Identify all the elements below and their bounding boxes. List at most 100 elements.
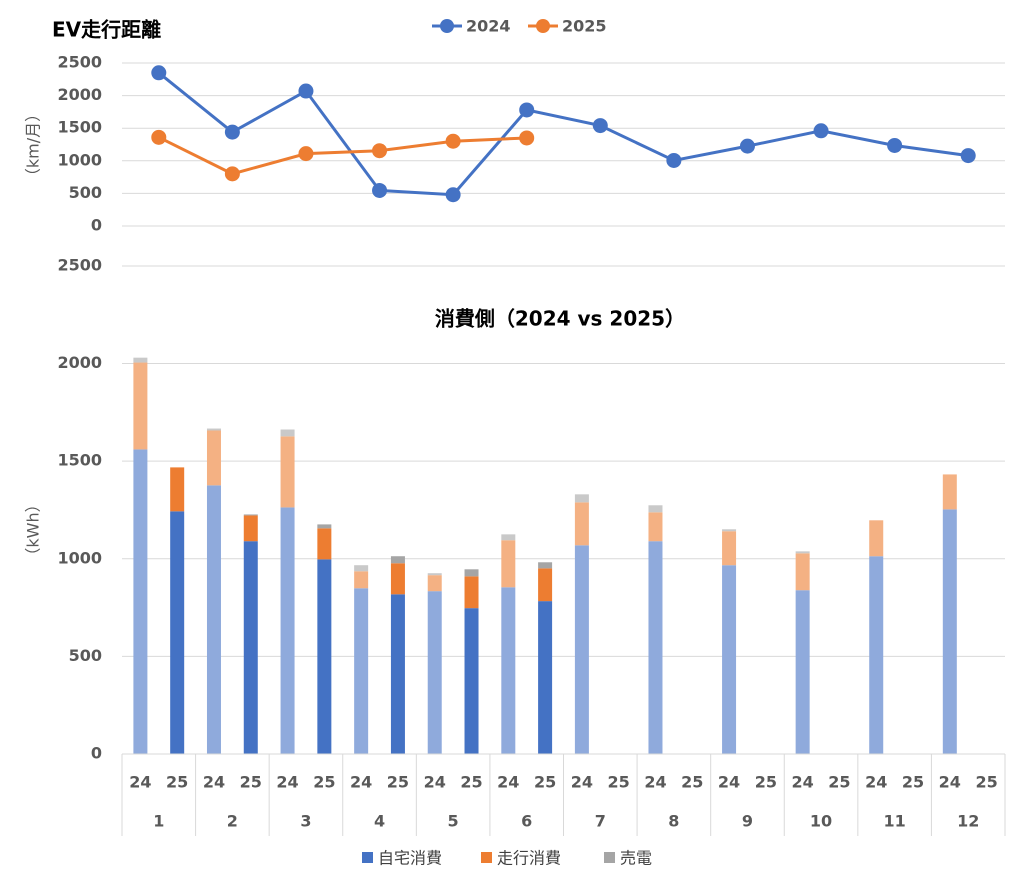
x-tick-label: 25 <box>460 773 482 792</box>
bar-segment <box>280 436 295 508</box>
bar-segment <box>648 512 663 542</box>
point <box>372 182 388 198</box>
group-label: 4 <box>374 812 385 831</box>
legend-label: 2024 <box>466 17 511 36</box>
x-tick-label: 25 <box>755 773 777 792</box>
point <box>298 83 314 99</box>
series-line <box>157 71 969 197</box>
x-tick-label: 25 <box>534 773 556 792</box>
bar-segment <box>317 528 332 560</box>
point <box>224 124 240 140</box>
group-label: 6 <box>521 812 532 831</box>
x-tick-label: 25 <box>166 773 188 792</box>
x-tick-label: 24 <box>424 773 446 792</box>
y-tick-label: 2500 <box>57 53 102 72</box>
bar-segment <box>942 474 957 510</box>
y-tick-label: 1000 <box>57 150 102 169</box>
x-tick-label: 25 <box>975 773 997 792</box>
x-tick-label: 24 <box>497 773 519 792</box>
bar-segment <box>795 551 810 554</box>
point <box>151 129 167 145</box>
point <box>960 148 976 164</box>
y-tick-label: 1500 <box>57 118 102 137</box>
bar-segment <box>390 556 405 564</box>
point <box>372 143 388 159</box>
bar-segment <box>648 541 663 754</box>
bar-segment <box>722 531 737 566</box>
y-tick-label: 500 <box>69 183 102 202</box>
x-tick-label: 24 <box>276 773 298 792</box>
point <box>813 123 829 139</box>
bar-segment <box>464 608 479 754</box>
bar-segment <box>354 588 369 754</box>
bar-segment <box>427 575 442 592</box>
annotation: 2500 <box>57 256 102 275</box>
bar-segment <box>206 428 221 431</box>
bar-segment <box>243 541 258 754</box>
bar-segment <box>574 502 589 546</box>
group-label: 11 <box>883 812 905 831</box>
series-line <box>158 135 527 176</box>
bar-segment <box>501 534 516 541</box>
bar-segment <box>648 505 663 513</box>
bar-segment <box>942 509 957 754</box>
y-tick-label: 1000 <box>57 548 102 567</box>
y-axis-label: （kWh） <box>24 496 43 563</box>
bar-segment <box>464 576 479 609</box>
point <box>519 130 535 146</box>
bar-segment <box>795 590 810 754</box>
point <box>445 187 461 203</box>
x-tick-label: 25 <box>387 773 409 792</box>
group-label: 1 <box>153 812 164 831</box>
legend-label: 自宅消費 <box>378 849 442 868</box>
bar-segment <box>869 520 884 557</box>
x-tick-label: 25 <box>608 773 630 792</box>
bar-segment <box>243 515 258 542</box>
group-label: 8 <box>668 812 679 831</box>
bar-segment <box>795 553 810 591</box>
x-tick-label: 25 <box>313 773 335 792</box>
bar-segment <box>538 562 553 569</box>
bar-segment <box>722 529 737 532</box>
bar-segment <box>133 449 148 754</box>
point <box>445 133 461 149</box>
x-tick-label: 25 <box>828 773 850 792</box>
legend-label: 売電 <box>620 849 652 868</box>
bar-segment <box>538 568 553 602</box>
legend-label: 2025 <box>562 17 607 36</box>
group-label: 7 <box>595 812 606 831</box>
x-tick-label: 24 <box>644 773 666 792</box>
bar-segment <box>206 430 221 486</box>
x-tick-label: 24 <box>350 773 372 792</box>
group-label: 3 <box>300 812 311 831</box>
legend-marker <box>536 19 550 33</box>
x-tick-label: 24 <box>718 773 740 792</box>
bar-segment <box>464 569 479 577</box>
y-axis-label: （km/月） <box>24 106 43 184</box>
bar-segment <box>574 545 589 754</box>
bar-segment <box>317 524 332 529</box>
y-tick-label: 2000 <box>57 85 102 104</box>
y-tick-label: 2000 <box>57 353 102 372</box>
bar-segment <box>501 540 516 588</box>
point <box>151 65 167 81</box>
bar-segment <box>574 494 589 503</box>
x-tick-label: 24 <box>865 773 887 792</box>
legend-marker <box>440 19 454 33</box>
group-label: 10 <box>810 812 832 831</box>
x-tick-label: 25 <box>902 773 924 792</box>
bar-segment <box>501 587 516 754</box>
y-tick-label: 0 <box>91 744 102 763</box>
bar-segment <box>170 467 185 512</box>
bar-segment <box>206 485 221 754</box>
bar-segment <box>354 565 369 572</box>
bar-segment <box>243 514 258 516</box>
bar-segment <box>317 559 332 754</box>
bar-segment <box>354 571 369 589</box>
group-label: 9 <box>742 812 753 831</box>
x-tick-label: 25 <box>240 773 262 792</box>
bar-segment <box>170 511 185 754</box>
bar-segment <box>869 556 884 754</box>
legend-swatch <box>481 852 492 863</box>
